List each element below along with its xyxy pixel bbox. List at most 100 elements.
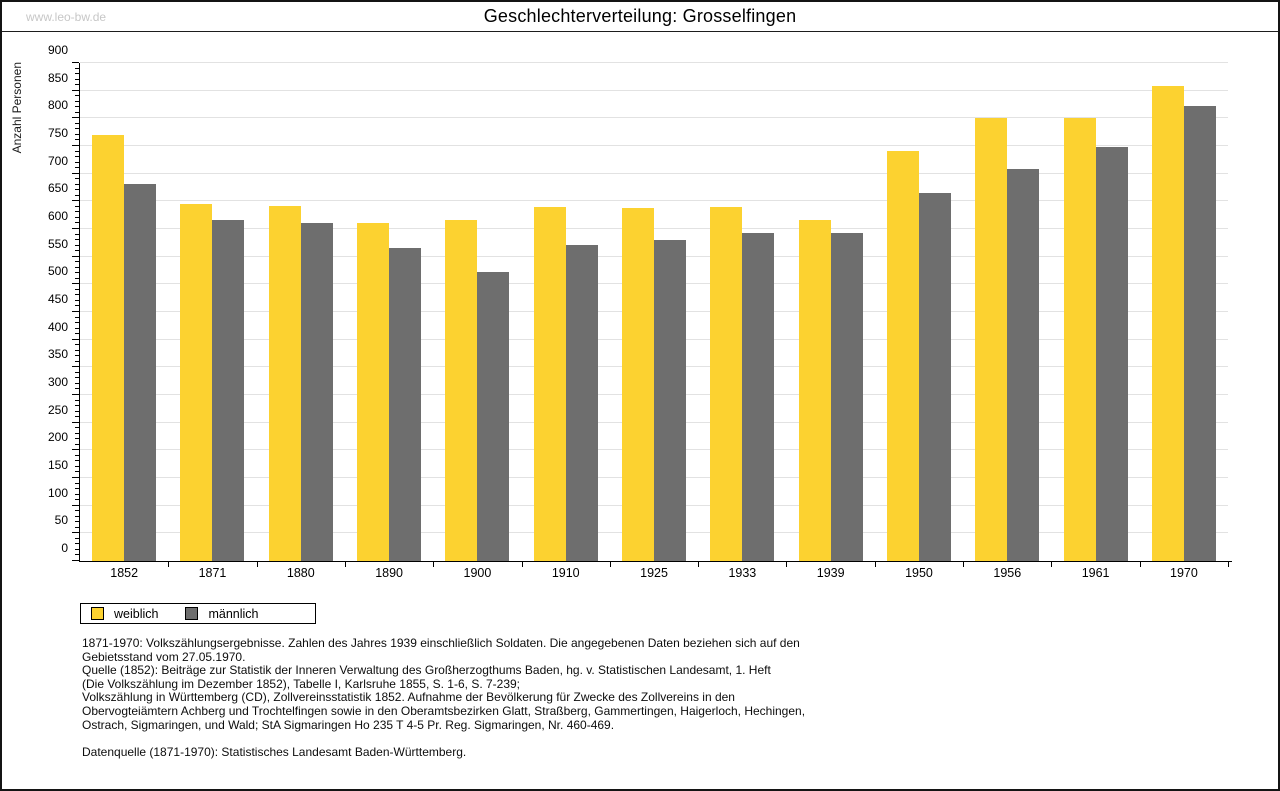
y-minor-tick-290 (75, 399, 79, 401)
bar-weiblich-1925 (622, 207, 655, 561)
bar-männlich-1890 (389, 247, 422, 561)
bar-männlich-1871 (212, 220, 245, 561)
y-minor-tick-590 (75, 233, 79, 235)
y-minor-tick-10 (75, 554, 79, 556)
y-minor-tick-160 (75, 471, 79, 473)
bar-group-1880 (257, 63, 345, 561)
y-minor-tick-470 (75, 299, 79, 301)
y-minor-tick-390 (75, 344, 79, 346)
y-minor-tick-730 (75, 156, 79, 158)
x-tick-5 (521, 562, 523, 567)
bar-männlich-1961 (1095, 147, 1128, 561)
y-tick-label-150: 150 (47, 458, 68, 472)
y-minor-tick-840 (75, 95, 79, 97)
legend: weiblich männlich (80, 603, 316, 624)
bar-männlich-1933 (742, 232, 775, 561)
y-minor-tick-790 (75, 122, 79, 124)
y-minor-tick-310 (75, 388, 79, 390)
y-minor-tick-120 (75, 493, 79, 495)
y-minor-tick-760 (75, 139, 79, 141)
y-tick-label-600: 600 (47, 209, 68, 223)
y-minor-tick-640 (75, 205, 79, 207)
y-tick-label-500: 500 (47, 264, 68, 279)
x-tick-9 (874, 562, 876, 567)
y-minor-tick-360 (75, 360, 79, 362)
y-tick-label-0: 0 (61, 541, 68, 555)
y-minor-tick-860 (75, 84, 79, 86)
y-minor-tick-340 (75, 371, 79, 373)
note-line-9: Datenquelle (1871-1970): Statistisches L… (82, 744, 467, 759)
y-minor-tick-610 (75, 222, 79, 224)
y-minor-tick-780 (75, 128, 79, 130)
y-tick-label-550: 550 (47, 236, 68, 251)
x-axis (79, 561, 1232, 562)
y-minor-tick-40 (75, 537, 79, 539)
y-tick-50 (72, 532, 79, 534)
y-tick-label-200: 200 (47, 430, 68, 445)
bar-group-1950 (875, 63, 963, 561)
legend-label-maennlich: männlich (208, 606, 259, 621)
y-minor-tick-540 (75, 261, 79, 263)
gridline-700 (80, 172, 1228, 174)
y-minor-tick-110 (75, 499, 79, 501)
y-minor-tick-380 (75, 349, 79, 351)
y-minor-tick-710 (75, 167, 79, 169)
y-minor-tick-170 (75, 465, 79, 467)
y-minor-tick-430 (75, 322, 79, 324)
note-line-7: Ostrach, Sigmaringen, und Wald; StA Sigm… (82, 717, 615, 732)
y-minor-tick-60 (75, 526, 79, 528)
y-tick-label-300: 300 (47, 375, 68, 389)
bar-weiblich-1852 (92, 134, 125, 561)
bar-männlich-1970 (1183, 105, 1216, 561)
y-tick-label-450: 450 (47, 292, 68, 306)
y-axis-label: Anzahl Personen (10, 62, 24, 154)
bar-männlich-1852 (124, 184, 157, 561)
y-tick-100 (72, 504, 79, 506)
y-tick-300 (72, 394, 79, 395)
y-minor-tick-480 (75, 294, 79, 296)
x-tick-10 (963, 562, 965, 567)
y-minor-tick-30 (75, 543, 79, 545)
gridline-900 (80, 62, 1228, 63)
bar-group-1961 (1051, 63, 1139, 561)
bar-group-1852 (80, 63, 168, 561)
bar-weiblich-1910 (533, 206, 566, 561)
x-label-1880: 1880 (286, 566, 315, 580)
note-spacer (82, 732, 805, 746)
x-label-1871: 1871 (198, 566, 227, 580)
x-tick-13 (1228, 562, 1229, 567)
y-minor-tick-270 (75, 410, 79, 412)
y-tick-label-800: 800 (47, 98, 68, 113)
y-minor-tick-210 (75, 443, 79, 445)
y-minor-tick-890 (75, 67, 79, 69)
bar-weiblich-1871 (180, 204, 213, 561)
bar-group-1900 (433, 63, 521, 561)
y-tick-800 (72, 117, 79, 119)
bar-weiblich-1970 (1151, 86, 1184, 561)
x-label-1910: 1910 (551, 566, 580, 580)
bar-männlich-1925 (654, 240, 687, 561)
y-minor-tick-720 (75, 161, 79, 163)
note-line-3: Quelle (1852): Beiträge zur Statistik de… (82, 663, 771, 678)
x-label-1933: 1933 (728, 566, 757, 580)
gridline-650 (80, 200, 1228, 202)
bar-männlich-1900 (477, 271, 510, 561)
y-minor-tick-420 (75, 327, 79, 329)
y-tick-label-750: 750 (47, 126, 68, 140)
y-minor-tick-690 (75, 178, 79, 180)
bar-group-1933 (698, 63, 786, 561)
y-minor-tick-880 (75, 73, 79, 75)
note-line-2: Gebietsstand vom 27.05.1970. (82, 649, 246, 664)
y-minor-tick-770 (75, 133, 79, 135)
gridline-750 (80, 145, 1228, 146)
bar-weiblich-1880 (268, 206, 301, 561)
y-minor-tick-320 (75, 382, 79, 384)
y-minor-tick-740 (75, 150, 79, 152)
y-minor-tick-680 (75, 183, 79, 185)
y-tick-500 (72, 283, 79, 285)
bar-group-1890 (345, 63, 433, 561)
y-tick-200 (72, 449, 79, 451)
legend-swatch-weiblich (91, 607, 104, 620)
bar-weiblich-1900 (445, 220, 478, 561)
